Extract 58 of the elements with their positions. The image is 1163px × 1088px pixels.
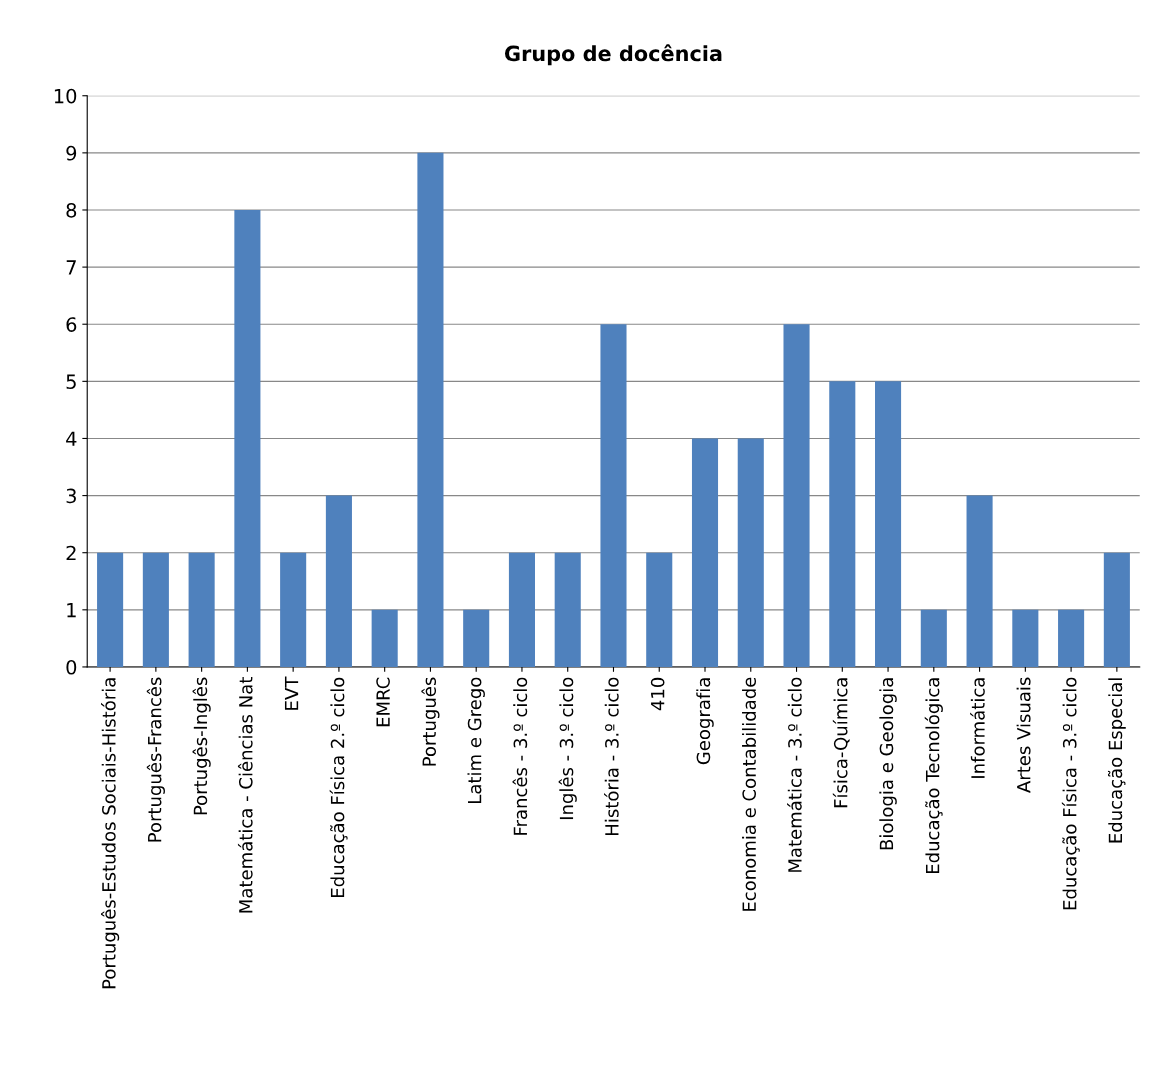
x-tick-label: EMRC: [376, 677, 390, 727]
bar: [554, 552, 581, 667]
y-tick-label: 4: [66, 431, 77, 446]
y-tick-label: 0: [66, 659, 77, 675]
x-tick-label: Francês - 3.º ciclo: [512, 677, 528, 835]
x-tick-label: Português-Francês: [146, 677, 165, 842]
y-tick-label: 2: [66, 545, 76, 561]
x-tick-label: Geografia: [696, 678, 714, 765]
bar: [920, 609, 947, 667]
y-tick-label: 7: [66, 260, 76, 275]
bar: [646, 552, 673, 667]
bar: [783, 324, 810, 667]
x-tick-label: Artes Visuais: [1016, 677, 1031, 793]
bar: [325, 495, 352, 667]
bar: [463, 609, 490, 667]
chart-title: Grupo de docência: [504, 44, 722, 66]
y-tick-label: 5: [66, 374, 76, 390]
y-tick-label: 10: [54, 88, 77, 104]
x-tick-label: Biologia e Geologia: [879, 678, 897, 850]
bar: [829, 381, 856, 667]
x-tick-label: Educação Física 2.º ciclo: [329, 677, 348, 897]
x-tick-label: Latim e Grego: [467, 677, 485, 803]
bar: [188, 552, 215, 667]
x-tick-label: Educação Tecnológica: [924, 678, 943, 873]
bar: [966, 495, 993, 667]
y-tick-label: 9: [66, 145, 77, 161]
x-tick-label: Portugês-Inglês: [192, 677, 211, 815]
bar: [1103, 552, 1130, 667]
x-tick-label: Educação Física - 3.º ciclo: [1061, 677, 1080, 910]
bar: [875, 381, 902, 667]
x-tick-label: Inglês - 3.º ciclo: [558, 677, 577, 820]
bar: [691, 438, 719, 667]
bar: [142, 552, 169, 667]
bar: [371, 609, 398, 667]
x-tick-label: 410: [650, 677, 665, 711]
y-tick-label: 1: [67, 603, 76, 618]
y-tick-label: 8: [66, 202, 77, 218]
y-tick-label: 3: [66, 488, 76, 504]
bar: [280, 552, 307, 667]
y-tick-label: 6: [66, 317, 77, 332]
bar: [234, 209, 261, 667]
bar: [508, 552, 535, 667]
x-tick-label: História - 3.º ciclo: [604, 677, 619, 835]
bar: [1058, 609, 1085, 667]
x-tick-label: Informática: [970, 678, 985, 778]
bar: [737, 438, 764, 667]
x-tick-label: EVT: [284, 676, 299, 710]
x-tick-label: Física-Química: [832, 678, 850, 808]
x-tick-label: Economia e Contabilidade: [742, 677, 757, 911]
x-tick-label: Português: [421, 677, 440, 766]
x-tick-label: Educação Especial: [1107, 678, 1126, 843]
x-tick-label: Matemática - Ciências Nat: [237, 677, 253, 913]
bar: [600, 324, 627, 667]
x-tick-label: Matemática - 3.º ciclo: [787, 677, 802, 872]
x-tick-label: Português-Estudos Sociais-História: [101, 678, 120, 989]
bar: [417, 152, 444, 667]
bar: [97, 552, 124, 667]
bar: [1012, 609, 1039, 667]
